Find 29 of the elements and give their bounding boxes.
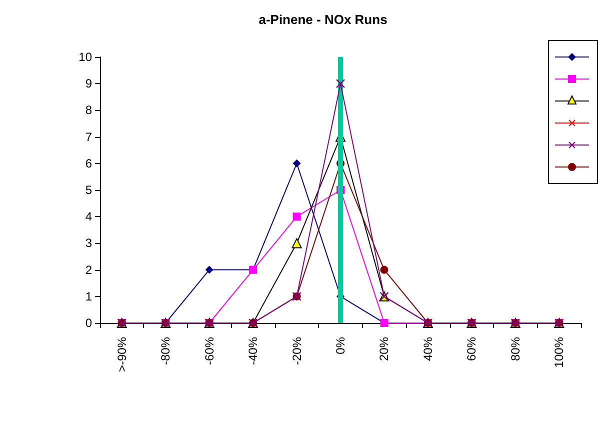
point bbox=[292, 159, 301, 168]
x-tick-label: 40% bbox=[420, 336, 435, 362]
x-tick-label: >-90% bbox=[114, 336, 129, 372]
y-tick-label: 1 bbox=[85, 289, 92, 304]
x-tick-label: 80% bbox=[508, 336, 522, 362]
y-tick-label: 7 bbox=[85, 130, 92, 144]
x-tick-label: 0% bbox=[334, 336, 348, 354]
point bbox=[380, 266, 388, 274]
x-tick-label: -40% bbox=[246, 336, 260, 366]
x-tick-label: -80% bbox=[158, 336, 173, 366]
y-tick-label: 4 bbox=[85, 210, 92, 224]
x-tick-label: 60% bbox=[464, 336, 479, 362]
y-tick-label: 8 bbox=[85, 103, 92, 118]
point bbox=[336, 79, 346, 88]
point bbox=[205, 266, 214, 274]
x-tick-label: 20% bbox=[377, 336, 392, 362]
y-tick-label: 5 bbox=[85, 183, 92, 197]
x-tick-label: -20% bbox=[290, 336, 304, 366]
chart-title: a-Pinene - NOx Runs bbox=[258, 12, 388, 27]
y-tick-label: 6 bbox=[85, 156, 92, 170]
y-tick-label: 3 bbox=[85, 236, 92, 250]
point bbox=[292, 212, 301, 221]
y-tick-label: 10 bbox=[78, 50, 92, 64]
point bbox=[292, 238, 302, 248]
x-tick-label: -60% bbox=[202, 336, 216, 366]
y-tick-label: 2 bbox=[85, 262, 92, 277]
y-tick-label: 0 bbox=[85, 316, 92, 330]
y-tick-label: 9 bbox=[85, 76, 92, 91]
x-tick-label: 100% bbox=[552, 336, 566, 368]
